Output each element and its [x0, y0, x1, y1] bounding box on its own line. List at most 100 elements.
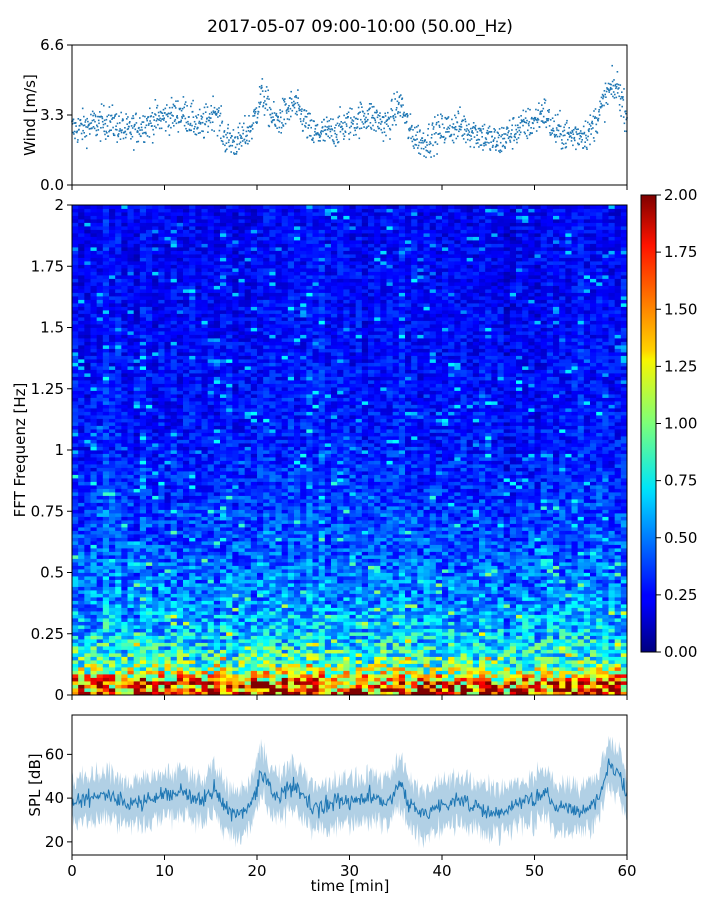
spectrogram-cell [189, 614, 196, 619]
wind-point [317, 132, 319, 134]
wind-point [114, 114, 117, 116]
spectrogram-cell [503, 653, 511, 657]
spectrogram-cell [90, 646, 98, 650]
wind-point [496, 131, 499, 134]
spectrogram-cell [577, 628, 585, 633]
wind-point [569, 135, 572, 137]
spectrogram-cell [472, 600, 480, 605]
spectrogram-cell [411, 611, 418, 615]
spectrogram-cell [189, 667, 196, 671]
wind-point [144, 126, 147, 129]
wind-point [594, 116, 596, 118]
spectrogram-cell [460, 628, 468, 633]
wind-point [518, 116, 520, 118]
spectrogram-cell [405, 618, 412, 622]
spectrogram-cell [565, 590, 572, 594]
spectrogram-cell [368, 558, 375, 563]
spectrogram-cell [183, 621, 190, 626]
spectrogram-cell [448, 583, 455, 587]
spectrogram-cell [380, 691, 387, 696]
wind-point [241, 126, 244, 128]
spectrogram-cell [90, 583, 98, 587]
spectrogram-cell [472, 614, 480, 619]
wind-point [239, 134, 241, 136]
spectrogram-cell [90, 628, 98, 633]
spectrogram-cell [300, 653, 307, 657]
spectrogram-cell [121, 621, 128, 626]
spectrogram-cell [250, 656, 258, 661]
wind-point [206, 106, 209, 108]
spectrogram-cell [102, 667, 110, 671]
wind-point [376, 116, 379, 119]
wind-point [409, 113, 412, 115]
spectrogram-cell [146, 642, 153, 647]
wind-point [113, 117, 115, 119]
wind-point [297, 97, 299, 99]
spectrogram-cell [281, 688, 289, 692]
spectrogram-cell [472, 604, 480, 608]
spectrogram-cell [386, 674, 394, 678]
spectrogram-cell [226, 632, 233, 636]
spectrogram-cell [176, 576, 184, 580]
spectrogram-cell [152, 558, 159, 563]
spectrogram-cell [577, 590, 585, 594]
spectrogram-cell [448, 663, 455, 668]
spectrogram-cell [368, 670, 375, 675]
spectrogram-cell [269, 618, 276, 622]
spectrogram-cell [411, 597, 418, 601]
spectrogram-cell [497, 660, 505, 664]
wind-x-ticks [71, 185, 628, 190]
spectrogram-cell [559, 593, 566, 598]
spectrogram-cell [485, 618, 492, 622]
spectrogram-cell [244, 576, 252, 580]
wind-point [78, 128, 80, 131]
spectrogram-cell [516, 635, 523, 640]
spectrogram-cell [596, 688, 603, 692]
spectrogram-cell [207, 597, 215, 601]
wind-point [468, 131, 471, 133]
spectrogram-cell [411, 604, 418, 608]
spectrogram-cell [139, 632, 147, 636]
wind-point [517, 126, 519, 129]
wind-point [232, 139, 234, 141]
wind-point [260, 101, 262, 103]
wind-point [363, 126, 365, 128]
spectrogram-cell [294, 583, 301, 587]
wind-point [537, 119, 540, 121]
spectrogram-cell [614, 653, 622, 657]
spectrogram-cell [349, 558, 357, 563]
spectrogram-cell [213, 688, 221, 692]
spectrogram-cell [380, 660, 387, 664]
spectrogram-cell [324, 653, 332, 657]
spectrogram-cell [442, 642, 449, 647]
spectrogram-cell [386, 565, 394, 570]
spectrogram-cell [263, 562, 270, 566]
spectrogram-cell [195, 639, 202, 643]
spectrogram-cell [96, 562, 104, 566]
wind-point [162, 115, 164, 117]
spectrogram-cell [497, 618, 505, 622]
spectrogram-cell [571, 607, 579, 612]
spectrogram-cell [398, 569, 406, 573]
spectrogram-cell [324, 667, 332, 671]
spectrogram-cell [275, 604, 283, 608]
wind-point [314, 130, 316, 133]
spectrogram-cell [78, 674, 85, 678]
spectrogram-cell [361, 684, 369, 689]
spectrogram-cell [571, 600, 579, 605]
spectrogram-cell [509, 670, 517, 675]
wind-point [326, 120, 329, 123]
spectrogram-cell [361, 639, 369, 643]
spectrogram-cell [460, 653, 468, 657]
spectrogram-cell [158, 583, 165, 587]
spectrogram-cell [497, 691, 505, 696]
wind-point [366, 126, 368, 128]
spectrogram-cell [300, 586, 307, 591]
wind-point [385, 120, 388, 122]
spectrogram-cell [583, 688, 591, 692]
wind-point [428, 152, 431, 154]
spectrogram-cell [90, 614, 98, 619]
wind-point [589, 143, 591, 146]
spectrogram-cell [559, 677, 566, 682]
spectrogram-cell [454, 569, 461, 573]
